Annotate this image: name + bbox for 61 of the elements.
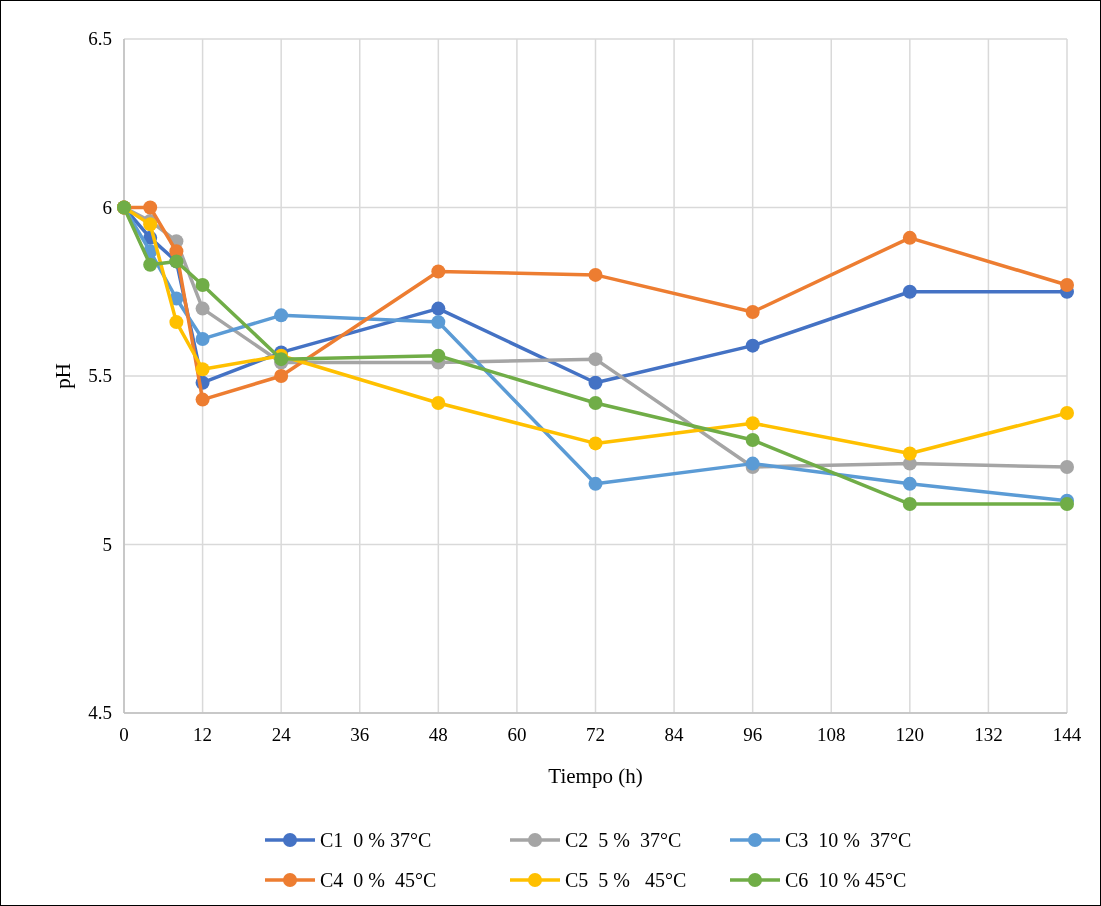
x-tick-label: 144 (1052, 724, 1082, 745)
point (745, 416, 760, 431)
y-tick-label: 4.5 (88, 702, 112, 723)
point (745, 433, 760, 448)
point (143, 257, 158, 272)
point (902, 497, 917, 512)
point (195, 331, 210, 346)
point (1060, 497, 1074, 512)
point (143, 200, 158, 215)
x-tick-label: 96 (743, 724, 763, 745)
y-tick-label: 6 (102, 196, 112, 218)
point (274, 308, 289, 323)
point (588, 436, 603, 451)
y-tick-label: 6.5 (88, 28, 112, 49)
point (1060, 406, 1074, 421)
x-tick-label: 84 (664, 724, 685, 745)
point (1060, 278, 1074, 293)
legend-label: C3 10 % 37°C (785, 829, 912, 851)
point (431, 315, 446, 330)
x-tick-label: 120 (895, 724, 925, 745)
point (274, 369, 289, 383)
legend-label: C5 5 % 45°C (565, 869, 687, 891)
legend-label: C4 0 % 45°C (320, 869, 437, 891)
x-tick-label: 36 (350, 724, 370, 745)
x-tick-label: 72 (586, 724, 605, 745)
x-tick-label: 12 (193, 724, 213, 745)
x-tick-label: 0 (119, 724, 129, 745)
legend-label: C1 0 % 37°C (320, 829, 432, 851)
point (1060, 459, 1074, 474)
x-tick-label: 108 (817, 724, 846, 745)
y-axis-title: pH (51, 363, 75, 389)
point (588, 375, 603, 390)
point (902, 446, 917, 461)
point (431, 264, 446, 279)
point (169, 315, 184, 330)
point (431, 395, 446, 410)
legend-label: C6 10 % 45°C (785, 869, 907, 891)
point (745, 304, 760, 319)
x-tick-label: 48 (428, 724, 448, 745)
point (902, 476, 917, 491)
y-tick-label: 5.5 (88, 365, 112, 386)
x-tick-label: 60 (507, 724, 527, 745)
point (195, 362, 210, 377)
x-axis-title: Tiempo (h) (548, 764, 643, 788)
x-tick-label: 132 (974, 724, 1003, 745)
x-tick-label: 24 (271, 724, 292, 745)
legend-label: C2 5 % 37°C (565, 829, 682, 851)
point (143, 217, 158, 232)
point (745, 338, 760, 353)
point (431, 348, 446, 363)
point (588, 395, 603, 410)
point (902, 284, 917, 299)
point (431, 301, 446, 316)
y-tick-label: 5 (102, 533, 112, 555)
point (588, 476, 603, 491)
point (195, 392, 210, 407)
point (588, 267, 603, 282)
point (195, 301, 210, 316)
point (195, 278, 210, 293)
point (902, 230, 917, 245)
point (588, 352, 603, 367)
